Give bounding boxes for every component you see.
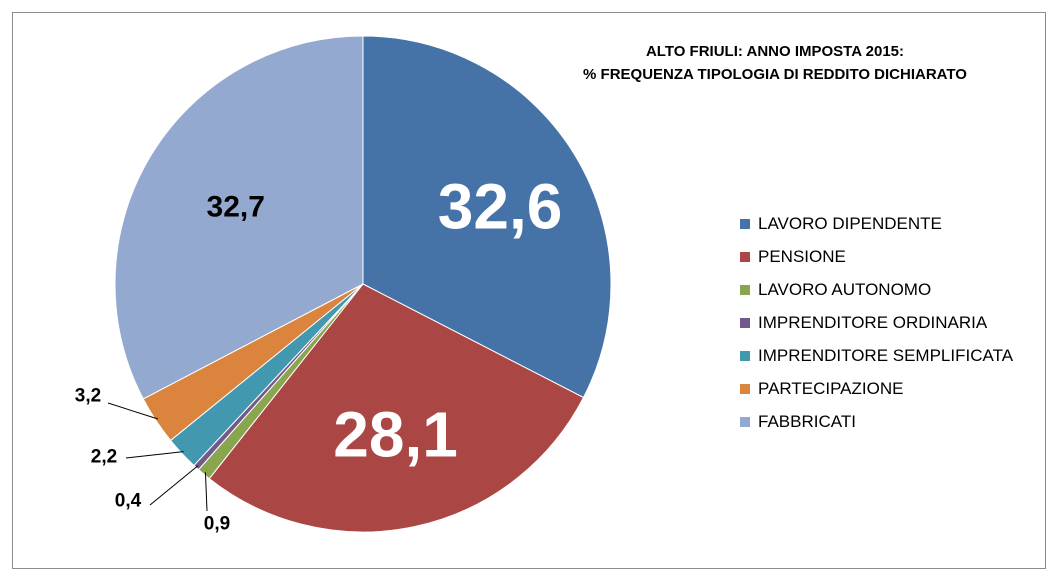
data-label-imprenditore-semplificata: 2,2: [91, 447, 117, 468]
legend-label-lavoro-dipendente: LAVORO DIPENDENTE: [758, 213, 942, 233]
legend-swatch-imprenditore-semplificata: [740, 350, 750, 361]
legend-label-imprenditore-ordinaria: IMPRENDITORE ORDINARIA: [758, 312, 988, 332]
legend-swatch-imprenditore-ordinaria: [740, 317, 750, 328]
legend-swatch-fabbricati: [740, 416, 750, 427]
pie-slice-pensione: [208, 283, 585, 533]
pie-slice-lavoro-dipendente: [362, 35, 612, 399]
data-label-imprenditore-ordinaria: 0,4: [115, 491, 142, 512]
legend-label-lavoro-autonomo: LAVORO AUTONOMO: [758, 279, 932, 299]
legend: LAVORO DIPENDENTE PENSIONE LAVORO AUTONOMO…: [740, 207, 1013, 438]
data-label-partecipazione: 3,2: [75, 386, 101, 407]
legend-label-partecipazione: PARTECIPAZIONE: [758, 378, 904, 398]
data-label-pensione: 28,1: [333, 398, 458, 470]
leader-line-imprenditore-ordinaria: [149, 465, 199, 506]
legend-label-pensione: PENSIONE: [758, 246, 846, 266]
legend-swatch-lavoro-autonomo: [740, 284, 750, 295]
legend-item-partecipazione: PARTECIPAZIONE: [740, 372, 1013, 405]
legend-swatch-partecipazione: [740, 383, 750, 394]
data-label-fabbricati: 32,7: [207, 190, 265, 223]
legend-label-imprenditore-semplificata: IMPRENDITORE SEMPLIFICATA: [758, 345, 1014, 365]
legend-swatch-lavoro-dipendente: [740, 218, 750, 229]
chart-title: ALTO FRIULI: ANNO IMPOSTA 2015: % FREQUE…: [560, 40, 990, 86]
pie-slice-fabbricati: [114, 35, 364, 400]
chart-title-line-2: % FREQUENZA TIPOLOGIA DI REDDITO DICHIAR…: [583, 66, 967, 83]
legend-item-lavoro-autonomo: LAVORO AUTONOMO: [740, 273, 1013, 306]
leader-line-imprenditore-semplificata: [125, 451, 184, 459]
legend-swatch-pensione: [740, 251, 750, 262]
data-label-lavoro-dipendente: 32,6: [438, 171, 563, 243]
leader-line-partecipazione: [107, 402, 159, 420]
legend-item-imprenditore-ordinaria: IMPRENDITORE ORDINARIA: [740, 306, 1013, 339]
legend-item-fabbricati: FABBRICATI: [740, 405, 1013, 438]
legend-label-fabbricati: FABBRICATI: [758, 411, 856, 431]
chart-title-line-1: ALTO FRIULI: ANNO IMPOSTA 2015:: [645, 43, 905, 60]
leader-line-lavoro-autonomo: [204, 472, 208, 512]
legend-item-imprenditore-semplificata: IMPRENDITORE SEMPLIFICATA: [740, 339, 1013, 372]
legend-item-pensione: PENSIONE: [740, 240, 1013, 273]
data-label-lavoro-autonomo: 0,9: [204, 514, 230, 535]
legend-item-lavoro-dipendente: LAVORO DIPENDENTE: [740, 207, 1013, 240]
